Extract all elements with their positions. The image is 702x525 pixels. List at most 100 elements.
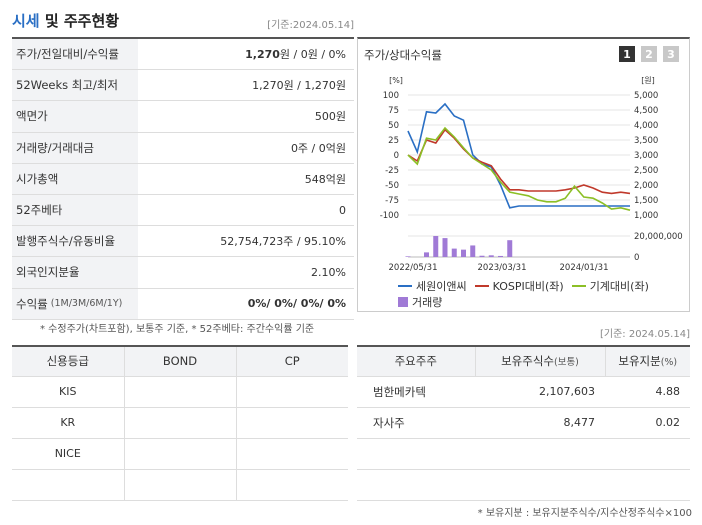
y-right-tick: 2,000 — [634, 181, 658, 191]
title-rest: 및 주주현황 — [39, 12, 120, 30]
credit-cell — [235, 407, 348, 439]
stock-label-small: (1M/3M/6M/1Y) — [50, 298, 123, 310]
stock-row: 시가총액 548억원 — [12, 163, 354, 195]
volume-bar — [488, 255, 494, 257]
legend-label: KOSPI대비(좌) — [492, 280, 564, 293]
stock-row-value: 52,754,723주 / 95.10% — [138, 226, 354, 256]
stock-row-value: 500원 — [138, 101, 354, 131]
table-row — [357, 438, 690, 470]
chart-page-2-button[interactable]: 2 — [641, 46, 657, 62]
stock-row-label: 수익률 (1M/3M/6M/1Y) — [12, 288, 138, 319]
stock-row-value: 2.10% — [138, 257, 354, 287]
holder-name-cell — [357, 469, 475, 501]
stock-info-table: 주가/전일대비/수익률 1,270 원 / 0원 / 0% 52Weeks 최고/최저… — [12, 37, 354, 320]
stock-value-rest: 원 / 0원 / 0% — [279, 48, 346, 62]
legend-swatch — [474, 285, 489, 287]
stock-label-text: 액면가 — [16, 109, 48, 124]
stock-row: 52주베타 0 — [12, 194, 354, 227]
credit-cell — [123, 376, 236, 408]
y-right-unit: [원] — [641, 76, 655, 85]
stock-value-text: 52,754,723주 / 95.10% — [220, 235, 346, 249]
credit-header-cell: CP — [235, 346, 348, 377]
stock-value-text: 0 — [339, 203, 346, 217]
table-row — [357, 469, 690, 501]
legend-item: 세원이앤씨 — [398, 278, 467, 294]
table-row: 범한메카텍 2,107,603 4.88 — [357, 376, 690, 408]
holders-header-row: 주요주주 보유주식수(보통) 보유지분(%) — [357, 346, 690, 377]
stock-footnote: * 수정주가(차트포함), 보통주 기준, * 52주베타: 주간수익률 기준 — [40, 324, 315, 335]
credit-header-cell: BOND — [123, 346, 236, 377]
stock-row-label: 외국인지분율 — [12, 257, 138, 288]
y-left-tick: 75 — [388, 106, 399, 116]
holder-name-cell — [357, 438, 475, 470]
stock-label-text: 거래량/거래대금 — [16, 140, 94, 155]
section-header: 시세 및 주주현황 [기준:2024.05.14] — [12, 8, 354, 32]
holder-name-cell: 범한메카텍 — [357, 376, 475, 408]
stock-row-label: 52Weeks 최고/최저 — [12, 70, 138, 101]
holder-shares-cell — [475, 469, 605, 501]
holder-pct-cell — [605, 469, 690, 501]
legend-label: 기계대비(좌) — [589, 280, 649, 293]
y-left-tick: 100 — [383, 91, 399, 101]
stock-value-text: 548억원 — [304, 172, 346, 186]
holder-shares-cell — [475, 438, 605, 470]
y-left-tick: -75 — [385, 196, 399, 206]
legend-swatch — [398, 285, 412, 287]
y-right-tick: 5,000 — [634, 91, 658, 101]
holders-footnote: * 보유지분 : 보유지분주식수/지수산정주식수×100 — [477, 508, 692, 519]
credit-rating-table: 신용등급 BOND CP KIS KR NICE — [12, 345, 348, 501]
y-right-tick: 1,000 — [634, 211, 658, 221]
series-line — [407, 128, 631, 195]
volume-bar — [498, 255, 503, 257]
credit-cell: KR — [12, 407, 124, 439]
y-left-tick: -100 — [380, 211, 399, 221]
stock-value-text: 0주 / 0억원 — [290, 141, 346, 155]
credit-cell: KIS — [12, 376, 124, 408]
credit-header-row: 신용등급 BOND CP — [12, 346, 348, 377]
volume-bar — [424, 252, 429, 257]
chart-legend: 세원이앤씨 KOSPI대비(좌) 기계대비(좌) 거래량 — [398, 277, 688, 310]
table-row: NICE — [12, 438, 348, 470]
holder-shares-cell: 2,107,603 — [475, 376, 605, 408]
y-left-tick: 50 — [388, 121, 399, 131]
legend-swatch — [571, 285, 586, 287]
credit-cell — [123, 407, 236, 439]
stock-value-text: 1,270원 / 1,270원 — [252, 79, 346, 93]
price-chart: [%] [원] 100 5,000 75 4,500 50 4,000 25 3,500 0 3,00… — [380, 76, 683, 273]
base-date: [기준:2024.05.14] — [267, 20, 354, 31]
stock-label-text: 외국인지분율 — [16, 265, 80, 280]
volume-zero-tick: 0 — [634, 253, 639, 263]
volume-bar — [405, 256, 411, 257]
y-left-unit: [%] — [389, 76, 403, 85]
y-right-tick: 1,500 — [634, 196, 658, 206]
credit-cell — [123, 438, 236, 470]
legend-label: 거래량 — [412, 296, 443, 309]
stock-row-value: 1,270원 / 1,270원 — [138, 70, 354, 100]
x-tick: 2022/05/31 — [389, 263, 438, 273]
holder-pct-cell: 4.88 — [605, 376, 690, 408]
chart-page-3-button[interactable]: 3 — [663, 46, 679, 62]
section-title: 시세 및 주주현황 — [12, 10, 119, 31]
legend-item: 기계대비(좌) — [571, 278, 649, 294]
credit-cell — [12, 469, 124, 501]
volume-bar — [461, 249, 466, 257]
stock-row: 주가/전일대비/수익률 1,270 원 / 0원 / 0% — [12, 39, 354, 71]
chart-page-1-button[interactable]: 1 — [619, 46, 635, 62]
y-right-tick: 3,500 — [634, 136, 658, 146]
legend-label: 세원이앤씨 — [416, 280, 467, 293]
stock-value-bold: 0%/ 0%/ 0%/ 0% — [247, 297, 346, 311]
y-left-tick: 0 — [394, 151, 399, 161]
x-tick: 2024/01/31 — [560, 263, 609, 273]
y-left-tick: 25 — [388, 136, 399, 146]
credit-cell — [123, 469, 236, 501]
volume-bar — [433, 236, 439, 257]
stock-row: 액면가 500원 — [12, 101, 354, 133]
legend-item: KOSPI대비(좌) — [474, 278, 564, 294]
credit-header-cell: 신용등급 — [12, 346, 124, 377]
volume-bar — [470, 245, 476, 257]
stock-row-label: 시가총액 — [12, 163, 138, 194]
stock-label-text: 시가총액 — [16, 171, 59, 186]
stock-value-text: 500원 — [314, 110, 346, 124]
